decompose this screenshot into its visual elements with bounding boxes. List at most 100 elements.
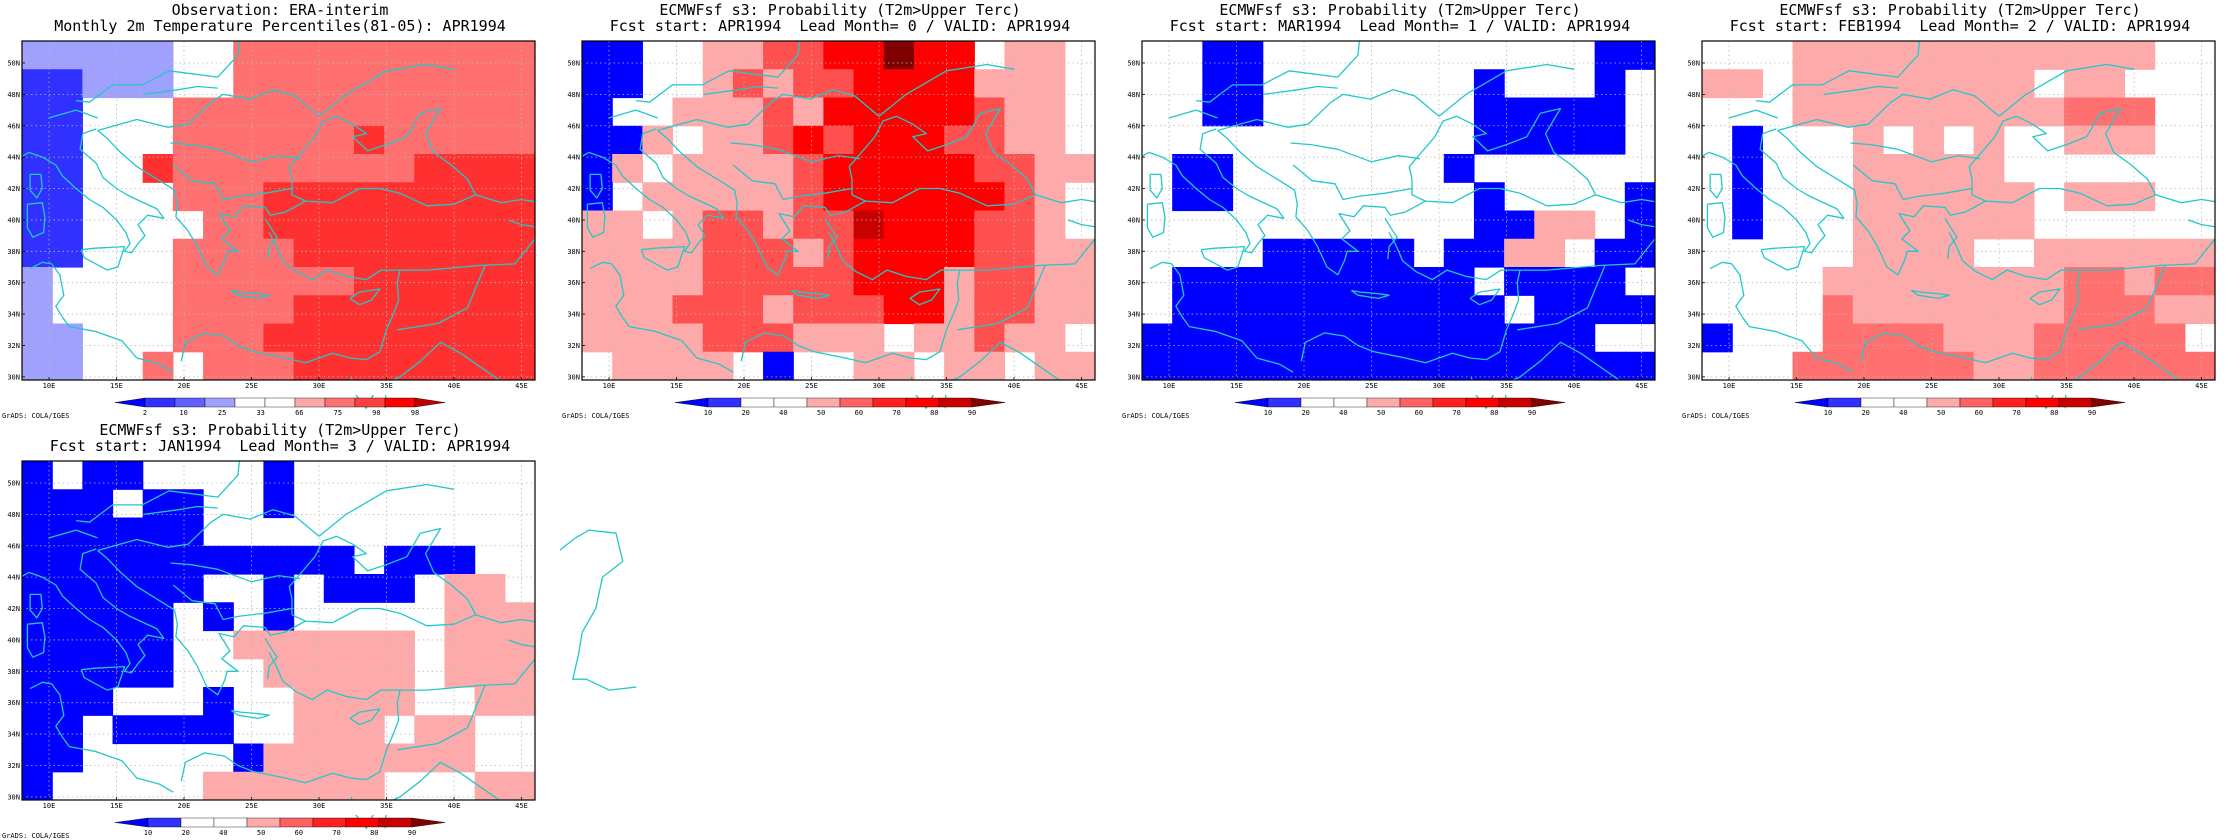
lon-tick-label: 30E xyxy=(1433,382,1446,390)
map-cell xyxy=(293,658,325,688)
map-cell xyxy=(414,743,446,773)
map-cell xyxy=(233,630,265,660)
map-cell xyxy=(323,125,355,155)
colorbar-label: 60 xyxy=(295,829,303,837)
map-cell xyxy=(1624,295,1656,325)
map-cell xyxy=(1473,351,1505,381)
map-cell xyxy=(1534,238,1566,268)
map-cell xyxy=(203,267,234,296)
map-cell xyxy=(974,125,1006,155)
map-cell xyxy=(504,267,536,296)
map-cell xyxy=(1852,182,1884,212)
map-cell xyxy=(142,154,174,183)
map-cell xyxy=(612,154,643,183)
lat-tick-label: 38N xyxy=(1687,248,1700,256)
map-cell xyxy=(82,461,114,490)
colorbar-label: 60 xyxy=(855,409,863,417)
map-cell xyxy=(1973,351,2005,381)
map-cell xyxy=(233,351,265,381)
lat-tick-label: 44N xyxy=(7,574,20,582)
map-cell xyxy=(52,658,83,688)
map-cell xyxy=(2064,41,2095,70)
map-cell xyxy=(1034,154,1066,183)
map-cell xyxy=(1353,267,1385,296)
map-cell xyxy=(1852,210,1884,240)
map-cell xyxy=(1732,182,1763,212)
coastline xyxy=(397,265,486,331)
map-gridlines xyxy=(1702,41,2215,380)
colorbar-segment xyxy=(213,817,248,828)
map-cell xyxy=(793,125,825,155)
grads-credit: GrADS: COLA/IGES xyxy=(1122,412,1190,420)
map-cell xyxy=(2154,295,2186,325)
map-cell xyxy=(1353,295,1385,325)
map-cell xyxy=(263,602,295,632)
map-cell xyxy=(1822,295,1854,325)
map-cell xyxy=(323,658,355,688)
lat-tick-label: 42N xyxy=(1127,185,1140,193)
map-cell xyxy=(2154,323,2186,353)
map-cell xyxy=(793,69,825,99)
coastline xyxy=(732,164,853,201)
map-cell xyxy=(22,41,53,70)
colorbar-label: 90 xyxy=(372,409,380,417)
lon-tick-label: 25E xyxy=(245,382,258,390)
map-cell xyxy=(414,182,446,212)
map-cell xyxy=(642,267,674,296)
lat-tick-label: 38N xyxy=(567,248,580,256)
coastline xyxy=(48,109,98,119)
lat-tick-label: 36N xyxy=(7,699,20,707)
lat-tick-label: 36N xyxy=(567,279,580,287)
map-cell xyxy=(1172,295,1203,325)
colorbar-segment xyxy=(1465,397,1500,408)
map-cell xyxy=(203,351,234,381)
map-cell xyxy=(672,351,704,381)
map-cell xyxy=(1594,238,1626,268)
map-cell xyxy=(353,658,385,688)
coastline xyxy=(1709,173,1723,199)
map-cell xyxy=(203,687,234,716)
map-cell xyxy=(1064,351,1096,381)
colorbar-segment xyxy=(324,397,356,408)
map-cell xyxy=(384,351,415,381)
map-cell xyxy=(263,461,295,490)
map-cell xyxy=(2154,238,2186,268)
map-cell xyxy=(323,238,355,268)
map-cell xyxy=(1883,182,1914,212)
map-cell xyxy=(293,715,325,745)
map-cell xyxy=(883,295,915,325)
colorbar-segment xyxy=(174,397,206,408)
map-cell xyxy=(233,323,265,353)
coastline xyxy=(400,658,536,691)
map-cell xyxy=(1504,210,1535,240)
map-cell xyxy=(172,295,204,325)
map-cell xyxy=(763,210,794,240)
coastline xyxy=(2080,238,2216,271)
map-cell xyxy=(974,351,1006,381)
tick-labels: 10E 15E 20E 25E 30E 35E 40E 45E 30N 32N 34N 36N 38N 4… xyxy=(567,59,1087,390)
map-cell xyxy=(2003,182,2035,212)
coastline xyxy=(143,85,218,96)
coastline xyxy=(1709,261,1854,373)
map-cell xyxy=(353,630,385,660)
lon-tick-label: 15E xyxy=(110,802,123,810)
map-cell xyxy=(474,574,506,603)
map-cell xyxy=(172,238,204,268)
map-cell xyxy=(1943,323,1975,353)
map-cell xyxy=(853,210,885,240)
coastline xyxy=(29,593,43,619)
lat-tick-label: 36N xyxy=(1687,279,1700,287)
colorbar-segment xyxy=(806,397,841,408)
map-cell xyxy=(1594,69,1626,99)
tick-labels: 10E 15E 20E 25E 30E 35E 40E 45E 30N 32N 34N 36N 38N 4… xyxy=(1687,59,2207,390)
map-cell xyxy=(1973,182,2005,212)
colorbar-label: 60 xyxy=(1975,409,1983,417)
map-cell xyxy=(1913,295,1945,325)
map-cell xyxy=(414,267,446,296)
map-cell xyxy=(2124,41,2156,70)
map-cell xyxy=(763,125,794,155)
map-cell xyxy=(1534,210,1566,240)
map-cell xyxy=(1564,125,1596,155)
map-cell xyxy=(974,154,1006,183)
coastline xyxy=(48,529,98,539)
